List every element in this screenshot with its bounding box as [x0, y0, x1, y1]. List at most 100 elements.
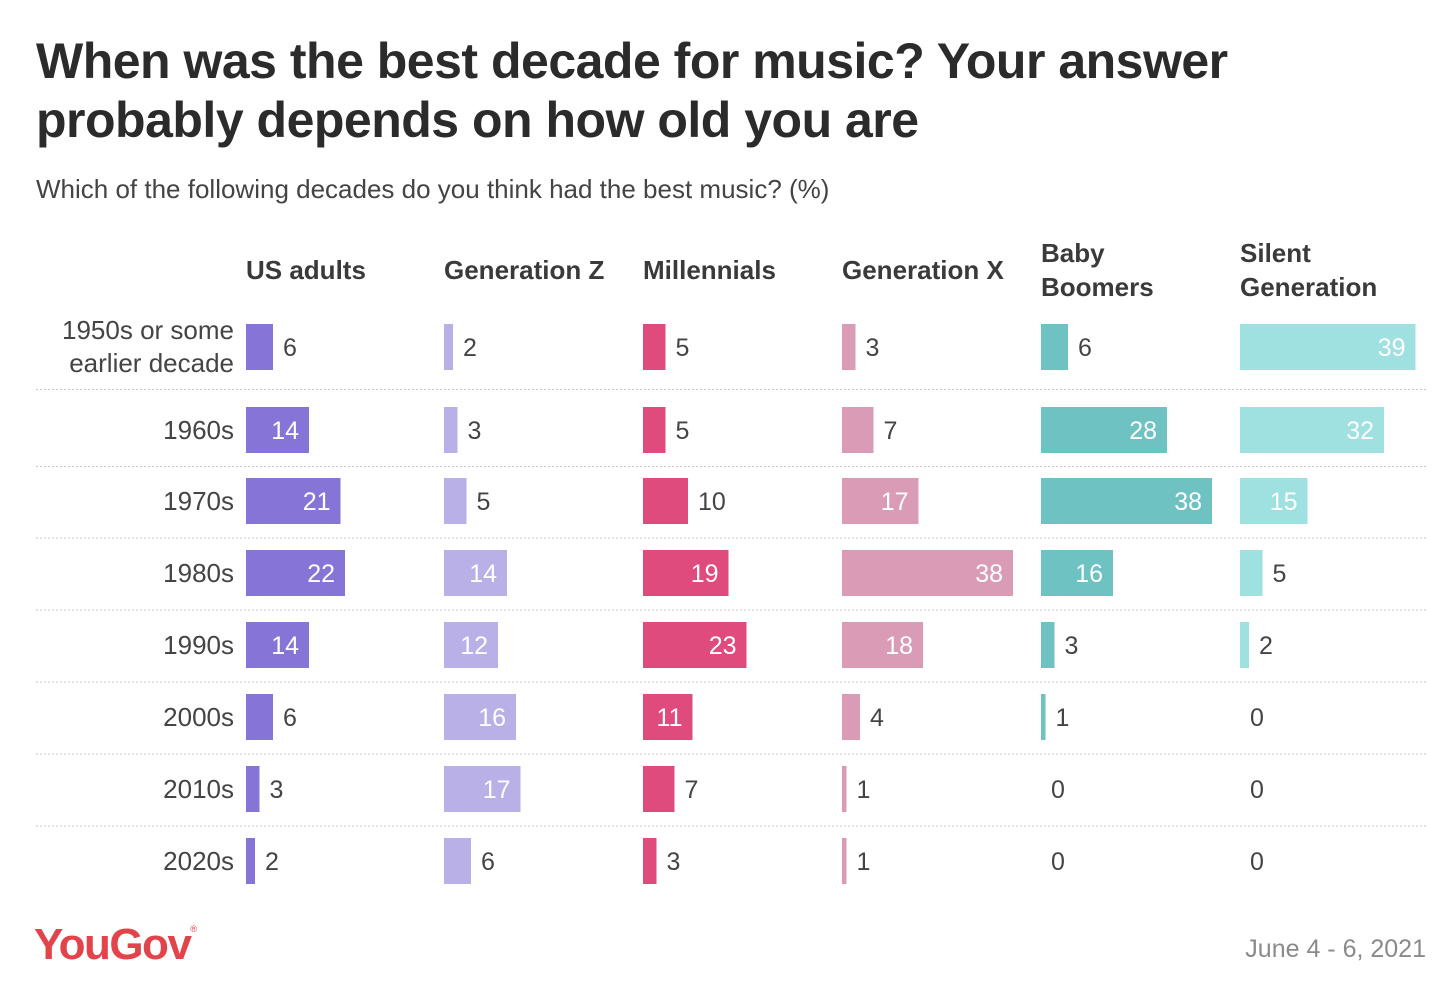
- data-label: 3: [866, 334, 880, 362]
- data-label: 7: [884, 417, 898, 445]
- bar: [246, 694, 273, 740]
- bar: [444, 324, 453, 370]
- bar: [1041, 622, 1055, 668]
- data-label: 5: [676, 334, 690, 362]
- data-label: 18: [885, 632, 913, 660]
- data-label: 16: [478, 704, 506, 732]
- bar: [1240, 407, 1384, 453]
- bar: [643, 694, 693, 740]
- chart-subtitle: Which of the following decades do you th…: [36, 174, 830, 204]
- data-label: 16: [1075, 560, 1103, 588]
- data-label: 3: [667, 848, 681, 876]
- bar: [246, 550, 345, 596]
- bar: [842, 766, 847, 812]
- data-label: 23: [709, 632, 737, 660]
- data-label: 17: [881, 488, 909, 516]
- category-label: 1970s: [163, 486, 234, 516]
- data-label: 3: [468, 417, 482, 445]
- data-label: 0: [1051, 776, 1065, 804]
- bar: [444, 622, 498, 668]
- bar: [643, 478, 688, 524]
- bar: [1041, 407, 1167, 453]
- data-label: 6: [1078, 334, 1092, 362]
- data-label: 2: [265, 848, 279, 876]
- data-label: 28: [1129, 417, 1157, 445]
- bar: [842, 407, 874, 453]
- data-label: 15: [1270, 488, 1298, 516]
- category-label: 2000s: [163, 702, 234, 732]
- data-label: 32: [1346, 417, 1374, 445]
- bar: [444, 838, 471, 884]
- series-header: Millennials: [643, 255, 776, 285]
- survey-date: June 4 - 6, 2021: [1245, 935, 1426, 963]
- chart-title: When was the best decade for music? Your…: [36, 33, 1228, 148]
- data-label: 6: [283, 334, 297, 362]
- bar: [643, 766, 675, 812]
- data-label: 38: [1174, 488, 1202, 516]
- bar: [246, 838, 255, 884]
- bar: [444, 766, 521, 812]
- bar: [246, 324, 273, 370]
- bar: [1240, 478, 1308, 524]
- bar: [1240, 550, 1263, 596]
- bar: [1041, 694, 1046, 740]
- data-label: 6: [283, 704, 297, 732]
- data-label: 0: [1250, 848, 1264, 876]
- bar: [1041, 478, 1212, 524]
- data-label: 12: [460, 632, 488, 660]
- data-label: 14: [271, 632, 299, 660]
- bar: [842, 324, 856, 370]
- category-label: 2010s: [163, 774, 234, 804]
- data-label: 39: [1378, 334, 1406, 362]
- bar: [842, 694, 860, 740]
- data-label: 21: [303, 488, 331, 516]
- bar: [643, 324, 666, 370]
- bar: [246, 478, 341, 524]
- data-label: 10: [698, 488, 726, 516]
- logo-text: YouGov: [34, 920, 192, 969]
- data-label: 5: [1273, 560, 1287, 588]
- data-label: 0: [1250, 704, 1264, 732]
- bar: [444, 478, 467, 524]
- data-label: 2: [1259, 632, 1273, 660]
- data-label: 14: [271, 417, 299, 445]
- data-label: 19: [691, 560, 719, 588]
- data-label: 1: [1056, 704, 1070, 732]
- data-label: 7: [685, 776, 699, 804]
- category-label: 2020s: [163, 846, 234, 876]
- bar: [643, 622, 747, 668]
- bar: [444, 407, 458, 453]
- bar: [246, 622, 309, 668]
- bar: [1041, 324, 1068, 370]
- data-label: 5: [676, 417, 690, 445]
- data-label: 14: [469, 560, 497, 588]
- bar: [246, 766, 260, 812]
- bar: [842, 478, 919, 524]
- category-label: 1960s: [163, 415, 234, 445]
- bar: [643, 550, 729, 596]
- series-header: Generation Z: [444, 255, 604, 285]
- data-label: 2: [463, 334, 477, 362]
- bar: [1240, 622, 1249, 668]
- bar: [842, 550, 1013, 596]
- series-header: Baby Boomers: [1041, 238, 1154, 302]
- series-header: Generation X: [842, 255, 1004, 285]
- bar: [842, 622, 923, 668]
- data-label: 1: [857, 776, 871, 804]
- data-label: 3: [270, 776, 284, 804]
- data-label: 0: [1250, 776, 1264, 804]
- series-header: Silent Generation: [1240, 238, 1377, 302]
- data-label: 0: [1051, 848, 1065, 876]
- series-header: US adults: [246, 255, 366, 285]
- data-label: 6: [481, 848, 495, 876]
- category-label: 1950s or some earlier decade: [62, 315, 234, 378]
- yougov-logo: YouGov®: [34, 920, 197, 969]
- data-label: 5: [477, 488, 491, 516]
- data-label: 4: [870, 704, 884, 732]
- bar: [842, 838, 847, 884]
- data-label: 11: [657, 704, 683, 732]
- bar: [444, 550, 507, 596]
- data-label: 3: [1065, 632, 1079, 660]
- bar: [444, 694, 516, 740]
